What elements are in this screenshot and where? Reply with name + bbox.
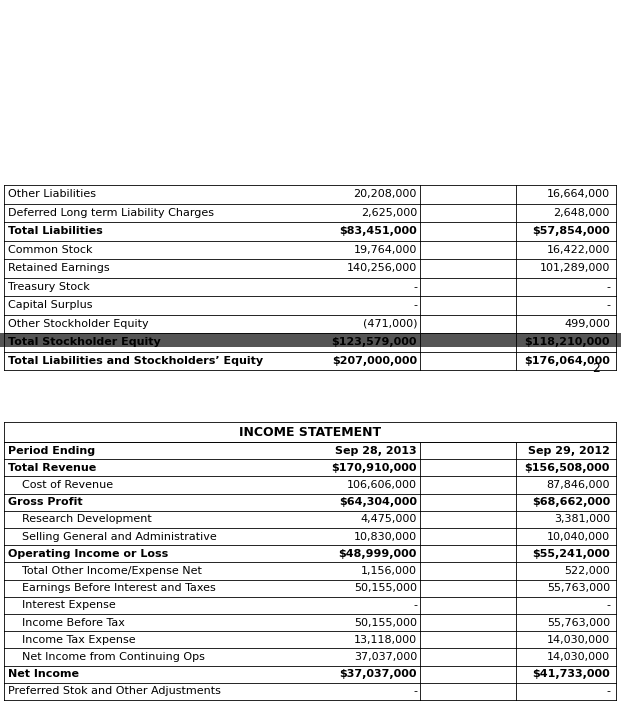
- Text: -: -: [413, 600, 417, 611]
- Text: $64,304,000: $64,304,000: [339, 497, 417, 508]
- Text: 140,256,000: 140,256,000: [347, 264, 417, 273]
- Text: Total Revenue: Total Revenue: [8, 463, 96, 472]
- Text: Retained Earnings: Retained Earnings: [8, 264, 110, 273]
- Text: $176,064,000: $176,064,000: [524, 355, 610, 366]
- Text: 2,625,000: 2,625,000: [361, 207, 417, 218]
- Text: 522,000: 522,000: [564, 566, 610, 576]
- Text: 3,381,000: 3,381,000: [554, 515, 610, 524]
- Text: Treasury Stock: Treasury Stock: [8, 282, 90, 292]
- Text: $37,037,000: $37,037,000: [340, 669, 417, 679]
- Text: -: -: [606, 300, 610, 311]
- Text: Total Liabilities: Total Liabilities: [8, 226, 102, 236]
- Text: 4,475,000: 4,475,000: [361, 515, 417, 524]
- Text: -: -: [606, 282, 610, 292]
- Text: 1,156,000: 1,156,000: [361, 566, 417, 576]
- Text: Preferred Stok and Other Adjustments: Preferred Stok and Other Adjustments: [8, 686, 221, 696]
- Text: Interest Expense: Interest Expense: [22, 600, 116, 611]
- Text: 2: 2: [592, 362, 600, 374]
- Text: 20,208,000: 20,208,000: [353, 189, 417, 199]
- Text: 10,830,000: 10,830,000: [354, 531, 417, 542]
- Text: $118,210,000: $118,210,000: [525, 337, 610, 347]
- Text: 16,422,000: 16,422,000: [546, 245, 610, 254]
- Text: -: -: [606, 686, 610, 696]
- Bar: [0, 333, 621, 347]
- Text: Net Income: Net Income: [8, 669, 79, 679]
- Text: $207,000,000: $207,000,000: [332, 355, 417, 366]
- Text: 101,289,000: 101,289,000: [540, 264, 610, 273]
- Text: $83,451,000: $83,451,000: [339, 226, 417, 236]
- Text: 50,155,000: 50,155,000: [354, 583, 417, 593]
- Text: Income Before Tax: Income Before Tax: [22, 618, 125, 627]
- Text: 14,030,000: 14,030,000: [547, 652, 610, 662]
- Text: 55,763,000: 55,763,000: [547, 618, 610, 627]
- Text: Earnings Before Interest and Taxes: Earnings Before Interest and Taxes: [22, 583, 215, 593]
- Text: Capital Surplus: Capital Surplus: [8, 300, 93, 311]
- Text: Other Liabilities: Other Liabilities: [8, 189, 96, 199]
- Text: 10,040,000: 10,040,000: [547, 531, 610, 542]
- Text: 19,764,000: 19,764,000: [353, 245, 417, 254]
- Text: $48,999,000: $48,999,000: [338, 549, 417, 559]
- Text: Sep 28, 2013: Sep 28, 2013: [335, 446, 417, 456]
- Text: 50,155,000: 50,155,000: [354, 618, 417, 627]
- Text: 499,000: 499,000: [564, 319, 610, 329]
- Text: -: -: [413, 686, 417, 696]
- Text: Other Stockholder Equity: Other Stockholder Equity: [8, 319, 148, 329]
- Text: $123,579,000: $123,579,000: [332, 337, 417, 347]
- Text: $55,241,000: $55,241,000: [532, 549, 610, 559]
- Text: -: -: [413, 282, 417, 292]
- Text: $57,854,000: $57,854,000: [532, 226, 610, 236]
- Text: (471,000): (471,000): [363, 319, 417, 329]
- Text: 37,037,000: 37,037,000: [354, 652, 417, 662]
- Text: $68,662,000: $68,662,000: [532, 497, 610, 508]
- Text: $156,508,000: $156,508,000: [525, 463, 610, 472]
- Text: 55,763,000: 55,763,000: [547, 583, 610, 593]
- Text: -: -: [413, 300, 417, 311]
- Text: Research Development: Research Development: [22, 515, 152, 524]
- Text: Sep 29, 2012: Sep 29, 2012: [528, 446, 610, 456]
- Text: 13,118,000: 13,118,000: [354, 635, 417, 645]
- Text: 2,648,000: 2,648,000: [554, 207, 610, 218]
- Text: 106,606,000: 106,606,000: [347, 480, 417, 490]
- Text: $41,733,000: $41,733,000: [532, 669, 610, 679]
- Text: INCOME STATEMENT: INCOME STATEMENT: [239, 426, 381, 439]
- Text: 16,664,000: 16,664,000: [547, 189, 610, 199]
- Text: Total Stockholder Equity: Total Stockholder Equity: [8, 337, 161, 347]
- Text: Total Other Income/Expense Net: Total Other Income/Expense Net: [22, 566, 202, 576]
- Text: Selling General and Administrative: Selling General and Administrative: [22, 531, 217, 542]
- Text: Common Stock: Common Stock: [8, 245, 93, 254]
- Text: Period Ending: Period Ending: [8, 446, 95, 456]
- Text: Net Income from Continuing Ops: Net Income from Continuing Ops: [22, 652, 205, 662]
- Text: Gross Profit: Gross Profit: [8, 497, 83, 508]
- Text: -: -: [606, 600, 610, 611]
- Text: Income Tax Expense: Income Tax Expense: [22, 635, 135, 645]
- Text: 14,030,000: 14,030,000: [547, 635, 610, 645]
- Text: Operating Income or Loss: Operating Income or Loss: [8, 549, 168, 559]
- Text: $170,910,000: $170,910,000: [332, 463, 417, 472]
- Text: Deferred Long term Liability Charges: Deferred Long term Liability Charges: [8, 207, 214, 218]
- Text: 87,846,000: 87,846,000: [546, 480, 610, 490]
- Text: Cost of Revenue: Cost of Revenue: [22, 480, 113, 490]
- Text: Total Liabilities and Stockholders’ Equity: Total Liabilities and Stockholders’ Equi…: [8, 355, 263, 366]
